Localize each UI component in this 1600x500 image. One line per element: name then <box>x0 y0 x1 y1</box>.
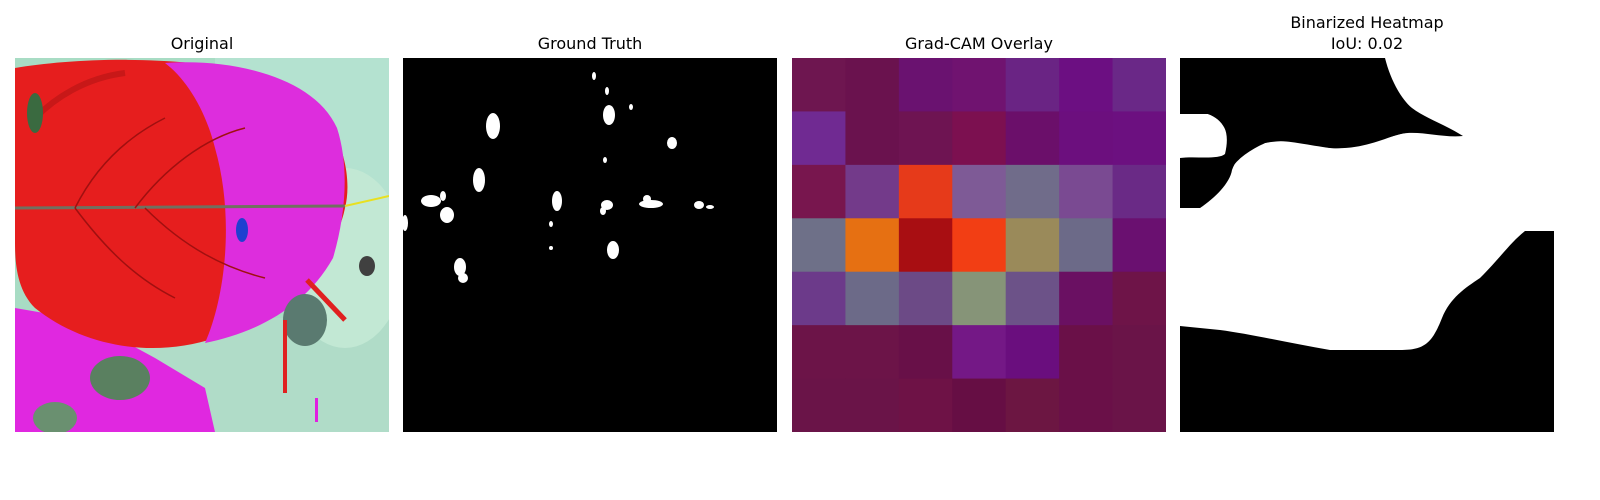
gradcam-cell <box>1005 271 1060 326</box>
gradcam-cell <box>845 218 900 273</box>
gradcam-cell <box>952 218 1007 273</box>
gradcam-cell <box>898 58 953 112</box>
gradcam-cell <box>845 271 900 326</box>
gradcam-cell <box>1112 271 1166 326</box>
gradcam-cell <box>1112 378 1166 432</box>
gradcam-cell <box>792 218 846 273</box>
gradcam-cell <box>1059 325 1114 380</box>
gradcam-cell <box>898 378 953 432</box>
gradcam-cell <box>1059 111 1114 166</box>
gradcam-cell <box>792 58 846 112</box>
gradcam-cell <box>898 325 953 380</box>
gradcam-cell <box>845 164 900 219</box>
panel-title-ground-truth: Ground Truth <box>537 34 643 53</box>
gradcam-cell <box>1059 378 1114 432</box>
ground-truth-mask <box>403 58 777 432</box>
gradcam-cell <box>1005 111 1060 166</box>
gradcam-cell <box>1059 164 1114 219</box>
gradcam-cell <box>792 378 846 432</box>
gradcam-cell <box>792 111 846 166</box>
gradcam-overlay <box>792 58 1166 432</box>
iou-score-label: IoU: 0.02 <box>1330 34 1404 53</box>
gradcam-cell <box>845 378 900 432</box>
gradcam-cell <box>1059 218 1114 273</box>
gradcam-cell <box>845 325 900 380</box>
panel-title-original: Original <box>170 34 234 53</box>
gradcam-cell <box>1112 111 1166 166</box>
gradcam-cell <box>952 111 1007 166</box>
gradcam-cell <box>898 271 953 326</box>
gradcam-cell <box>1112 325 1166 380</box>
gradcam-cell <box>792 164 846 219</box>
gradcam-cell <box>1112 58 1166 112</box>
gradcam-cell <box>952 325 1007 380</box>
gradcam-heatmap <box>792 58 1166 432</box>
gradcam-cell <box>898 218 953 273</box>
gradcam-cell <box>845 111 900 166</box>
gradcam-cell <box>952 164 1007 219</box>
gradcam-cell <box>898 111 953 166</box>
gradcam-cell <box>952 378 1007 432</box>
binary-mask-image <box>1180 58 1554 432</box>
gradcam-cell <box>952 271 1007 326</box>
original-image <box>15 58 389 432</box>
panel-title-gradcam: Grad-CAM Overlay <box>905 34 1053 53</box>
gradcam-cell <box>1059 271 1114 326</box>
gradcam-cell <box>1005 378 1060 432</box>
gradcam-cell <box>898 164 953 219</box>
gradcam-cell <box>792 325 846 380</box>
gradcam-cell <box>1059 58 1114 112</box>
gradcam-cell <box>1005 218 1060 273</box>
mask-image <box>403 58 777 432</box>
gradcam-cell <box>952 58 1007 112</box>
gradcam-cell <box>845 58 900 112</box>
binarized-heatmap <box>1180 58 1554 432</box>
gradcam-cell <box>1005 325 1060 380</box>
gradcam-cell <box>792 271 846 326</box>
gradcam-cell <box>1112 218 1166 273</box>
leaf-image <box>15 58 389 432</box>
gradcam-cell <box>1112 164 1166 219</box>
gradcam-cell <box>1005 58 1060 112</box>
gradcam-cell <box>1005 164 1060 219</box>
panel-title-binarized: Binarized Heatmap <box>1290 13 1444 32</box>
